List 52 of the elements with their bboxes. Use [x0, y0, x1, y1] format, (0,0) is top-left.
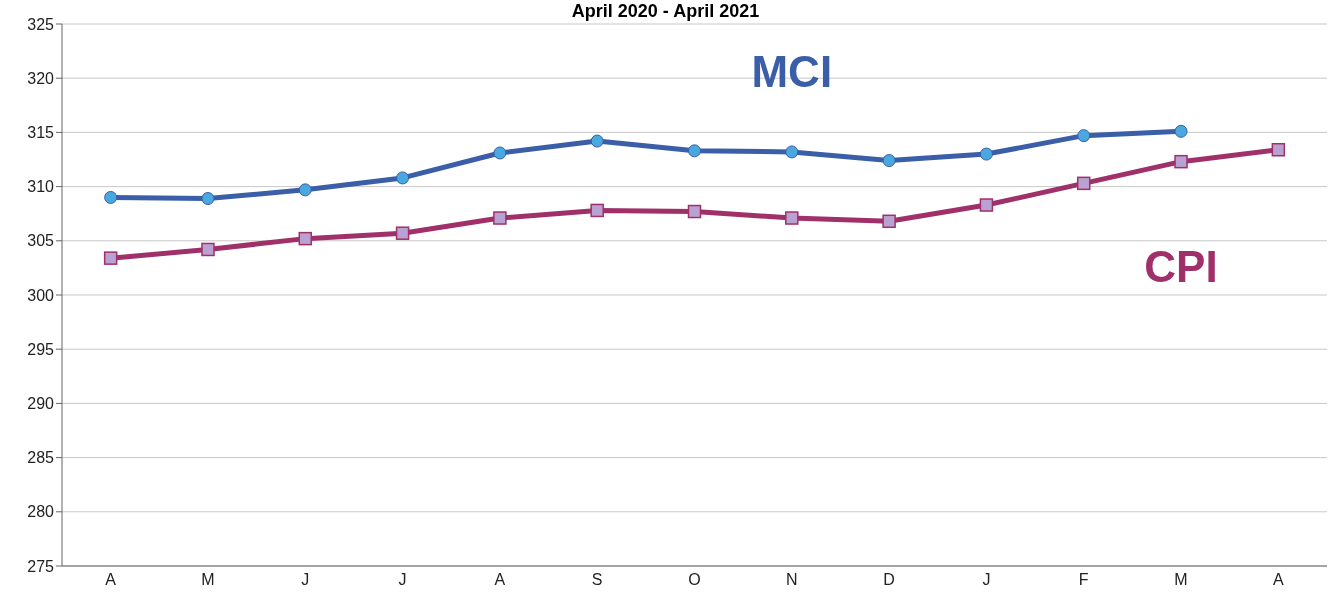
point	[103, 251, 118, 265]
y-tick-label: 280	[27, 503, 55, 521]
x-tick-label: J	[982, 571, 991, 589]
point	[493, 211, 507, 225]
point	[1076, 176, 1091, 191]
x-tick-label: A	[1273, 571, 1285, 589]
y-tick-label: 290	[27, 395, 55, 413]
y-tick-label: 320	[27, 69, 55, 87]
point	[104, 190, 118, 204]
point	[687, 204, 702, 219]
point	[395, 226, 410, 240]
point	[201, 242, 215, 257]
point	[1077, 129, 1091, 143]
x-tick-label: S	[591, 571, 603, 589]
y-tick-label: 275	[27, 557, 55, 575]
point	[1174, 154, 1188, 169]
y-tick-label: 295	[27, 340, 55, 358]
series-label: MCI	[750, 45, 834, 98]
point	[882, 154, 896, 168]
x-tick-label: M	[1174, 571, 1188, 589]
y-tick-label: 300	[27, 286, 55, 304]
y-tick-label: 310	[27, 178, 55, 196]
point	[979, 147, 993, 161]
y-tick-label: 325	[27, 15, 55, 33]
point	[493, 146, 507, 160]
x-tick-label: F	[1078, 571, 1089, 589]
point	[590, 203, 604, 218]
x-tick-label: O	[688, 571, 701, 589]
point	[1174, 124, 1188, 138]
point	[298, 183, 312, 197]
point	[785, 211, 799, 225]
x-tick-label: D	[883, 571, 895, 589]
point	[396, 171, 410, 185]
point	[979, 198, 994, 212]
point	[590, 134, 604, 148]
y-tick-label: 305	[27, 232, 55, 250]
x-tick-label: J	[301, 571, 310, 589]
x-tick-label: M	[201, 571, 215, 589]
point	[688, 144, 701, 158]
point	[785, 145, 799, 159]
x-tick-label: A	[105, 571, 117, 589]
point	[882, 214, 896, 229]
point	[298, 231, 313, 246]
point	[201, 192, 215, 206]
chart-title: April 2020 - April 2021	[571, 1, 760, 21]
x-tick-label: A	[494, 571, 506, 589]
y-tick-label: 285	[27, 449, 55, 467]
point	[1271, 142, 1286, 157]
y-tick-label: 315	[27, 124, 55, 142]
x-tick-label: J	[398, 571, 407, 589]
series-label: CPI	[1143, 240, 1219, 293]
x-tick-label: N	[786, 571, 798, 589]
